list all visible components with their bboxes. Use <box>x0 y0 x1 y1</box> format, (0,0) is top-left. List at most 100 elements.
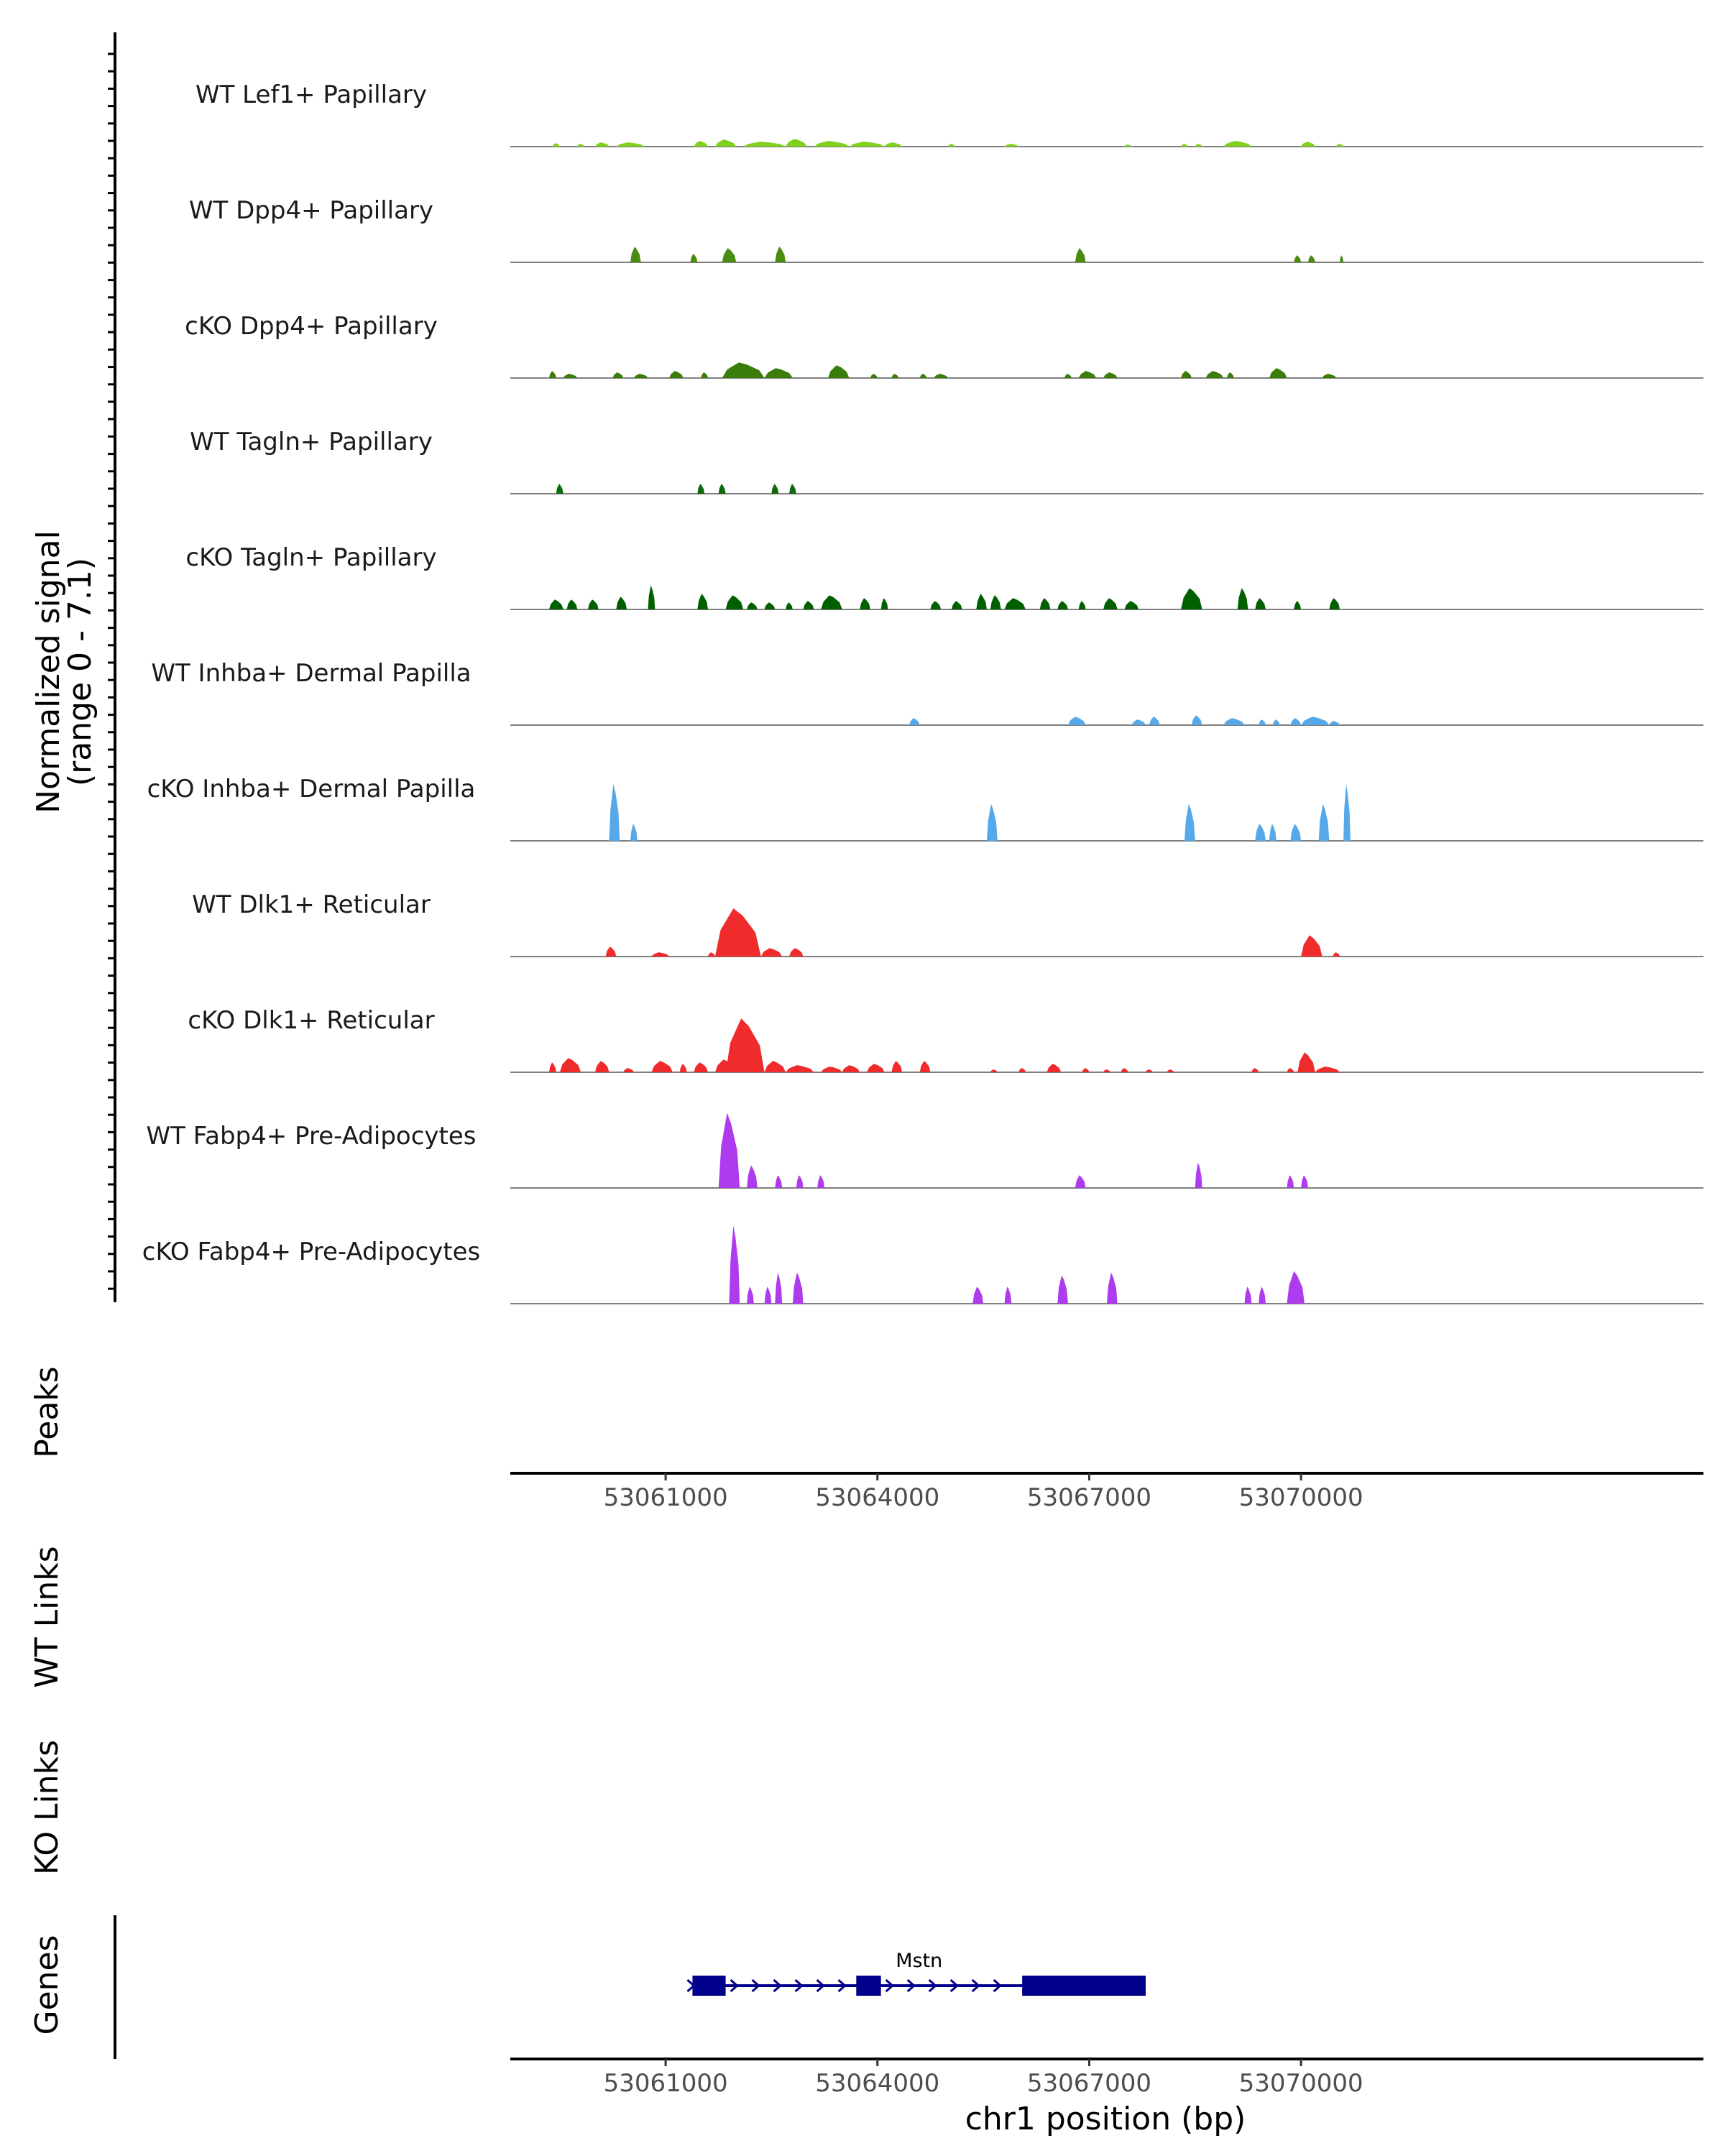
track-cko-tagln-papillary: cKO Tagln+ Papillary <box>185 543 1703 610</box>
coverage-peak <box>1046 1064 1062 1072</box>
coverage-peak <box>690 254 698 262</box>
coverage-peak <box>1146 1069 1153 1072</box>
coverage-peak <box>1259 719 1266 725</box>
coverage-peak <box>1223 141 1252 147</box>
strand-arrow <box>949 1978 959 1993</box>
coverage-peak <box>1294 255 1302 262</box>
track-label: WT Fabp4+ Pre-Adipocytes <box>147 1122 477 1151</box>
coverage-peak <box>1124 601 1139 609</box>
coverage-peak <box>880 598 888 609</box>
coverage-peak <box>775 247 786 262</box>
coverage-peak <box>764 1286 772 1304</box>
coverage-peak <box>786 1065 814 1072</box>
coverage-peak <box>609 784 620 841</box>
coverage-peak <box>718 484 726 494</box>
coverage-peak <box>669 371 684 378</box>
coverage-peak <box>919 374 927 378</box>
strand-arrow <box>971 1978 980 1993</box>
coverage-peak <box>775 1272 783 1304</box>
coverage-peak <box>1287 1068 1294 1072</box>
coverage-peak <box>764 602 776 609</box>
coverage-peak <box>1195 144 1202 147</box>
coverage-peak <box>630 824 638 841</box>
coverage-peak <box>1255 824 1266 841</box>
coverage-peak <box>1259 1286 1266 1304</box>
coverage-peak <box>556 484 564 494</box>
track-cko-fabp4-pre-adipocytes: cKO Fabp4+ Pre-Adipocytes <box>142 1225 1703 1304</box>
coverage-peak <box>1333 952 1340 957</box>
coverage-peak <box>1301 142 1315 147</box>
coverage-peak <box>1307 255 1315 262</box>
coverage-peak <box>630 247 641 262</box>
ko-links-panel-title: KO Links <box>29 1740 65 1875</box>
track-label: cKO Fabp4+ Pre-Adipocytes <box>142 1238 481 1266</box>
coverage-peak <box>1004 598 1026 609</box>
strand-arrow <box>885 1978 894 1993</box>
coverage-peak <box>1181 371 1192 378</box>
strand-arrow <box>837 1978 847 1993</box>
coverage-peak <box>1082 1068 1090 1072</box>
coverage-peak <box>566 599 578 609</box>
coverage-peak <box>694 141 708 147</box>
coverage-peak <box>708 952 715 957</box>
coverage-peak <box>1181 588 1202 609</box>
track-label: cKO Dpp4+ Papillary <box>185 312 438 341</box>
coverage-peak <box>1301 1175 1308 1188</box>
track-wt-inhba-dermal-papilla: WT Inhba+ Dermal Papilla <box>151 659 1703 726</box>
coverage-peak <box>764 368 793 378</box>
peaks-x-axis: 53061000 53064000 53067000 53070000 <box>604 1473 1363 1512</box>
coverage-peak <box>1290 824 1302 841</box>
coverage-peak <box>789 484 796 494</box>
coverage-peak <box>786 139 807 147</box>
wt-links-panel-title: WT Links <box>29 1546 65 1687</box>
track-label: WT Dpp4+ Papillary <box>189 196 433 225</box>
coverage-peak <box>1318 803 1330 841</box>
coverage-peak <box>1223 718 1245 725</box>
coverage-peak <box>870 374 878 378</box>
coverage-peak <box>1103 372 1118 378</box>
coverage-peak <box>549 599 564 609</box>
coverage-y-ticks <box>108 52 115 1290</box>
coverage-peak <box>701 372 708 378</box>
track-label: cKO Dlk1+ Reticular <box>188 1006 434 1035</box>
track-label: WT Dlk1+ Reticular <box>192 890 431 919</box>
y-axis-title: Normalized signal (range 0 - 7.1) <box>30 530 98 814</box>
coverage-peak <box>891 374 899 378</box>
coverage-peak <box>594 1061 610 1072</box>
genes-x-axis: 53061000 53064000 53067000 53070000 <box>604 2059 1363 2098</box>
track-wt-fabp4-pre-adipocytes: WT Fabp4+ Pre-Adipocytes <box>147 1112 1703 1189</box>
coverage-peak <box>1336 144 1344 147</box>
coverage-peak <box>714 908 761 957</box>
coverage-peak <box>1121 1068 1128 1072</box>
coverage-peak <box>1315 1067 1340 1072</box>
strand-arrow <box>794 1978 804 1993</box>
coverage-peak <box>1227 372 1234 378</box>
coverage-peak <box>1255 598 1266 609</box>
coverage-peak <box>951 601 962 609</box>
track-label: WT Lef1+ Papillary <box>196 80 427 109</box>
track-wt-tagln-papillary: WT Tagln+ Papillary <box>190 428 1703 494</box>
strand-arrow <box>773 1978 782 1993</box>
coverage-peak <box>789 948 804 957</box>
coverage-peak <box>1068 717 1086 725</box>
coverage-peak <box>549 371 556 378</box>
strand-arrow <box>730 1978 739 1993</box>
strand-arrow <box>928 1978 937 1993</box>
coverage-peak <box>1184 803 1195 841</box>
coverage-peak <box>722 362 765 378</box>
track-cko-inhba-dermal-papilla: cKO Inhba+ Dermal Papilla <box>147 775 1703 842</box>
coverage-peak <box>1237 588 1248 609</box>
coverage-peak <box>714 139 737 147</box>
coverage-peak <box>725 1018 765 1072</box>
coverage-peak <box>1269 824 1276 841</box>
coverage-peak <box>1064 374 1072 378</box>
x-tick-label: 53064000 <box>815 2069 939 2098</box>
coverage-peak <box>1251 1068 1259 1072</box>
coverage-peak <box>891 1061 903 1072</box>
track-label: cKO Inhba+ Dermal Papilla <box>147 775 476 803</box>
coverage-peak <box>729 1225 740 1304</box>
coverage-peak <box>651 1061 673 1072</box>
coverage-peak <box>1107 1272 1118 1304</box>
coverage-peak <box>814 141 850 147</box>
coverage-peak <box>563 374 578 378</box>
